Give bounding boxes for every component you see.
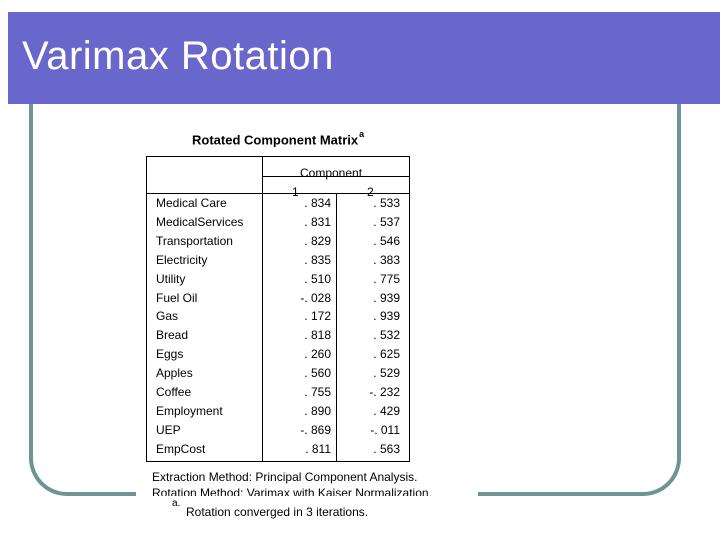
cell-component-1: . 510 <box>304 272 331 286</box>
matrix-title-marker: a <box>359 129 365 139</box>
row-label: Fuel Oil <box>156 291 198 305</box>
footnote-marker: a. <box>172 498 181 509</box>
cell-component-2: -. 232 <box>369 385 400 399</box>
row-label: Bread <box>156 328 189 342</box>
cell-component-1: . 260 <box>304 347 331 361</box>
cell-component-2: . 383 <box>373 253 400 267</box>
cell-component-1: . 831 <box>304 215 331 229</box>
cell-component-1: . 755 <box>304 385 331 399</box>
cell-component-2: . 533 <box>373 196 400 210</box>
column-header-1: 1 <box>292 185 299 199</box>
table-header-rule <box>262 176 410 177</box>
table-divider-label <box>262 156 263 462</box>
cell-component-2: . 563 <box>373 442 400 456</box>
cell-component-2: . 529 <box>373 366 400 380</box>
row-label: Employment <box>156 404 223 418</box>
frame-gap <box>136 486 478 502</box>
footnote-extraction: Extraction Method: Principal Component A… <box>152 470 418 484</box>
row-label: Gas <box>156 309 179 323</box>
table-divider-columns <box>336 193 337 462</box>
cell-component-2: -. 011 <box>370 423 400 437</box>
cell-component-1: . 829 <box>304 234 331 248</box>
row-label: MedicalServices <box>156 215 244 229</box>
matrix-title-text: Rotated Component Matrix <box>192 132 359 148</box>
slide-title-bar: Varimax Rotation <box>0 12 720 108</box>
footnote-rotation: Rotation Method: Varimax with Kaiser Nor… <box>152 486 432 496</box>
cell-component-2: . 532 <box>373 328 400 342</box>
cell-component-2: . 939 <box>373 309 400 323</box>
cell-component-2: . 625 <box>373 347 400 361</box>
cell-component-1: . 834 <box>304 196 331 210</box>
cell-component-1: . 835 <box>304 253 331 267</box>
row-label: Apples <box>156 366 193 380</box>
matrix-title: Rotated Component Matrixa <box>192 129 365 148</box>
row-label: Utility <box>156 272 186 286</box>
cell-component-2: . 775 <box>373 272 400 286</box>
cell-component-1: . 811 <box>305 442 331 456</box>
row-label: Medical Care <box>156 196 227 210</box>
cell-component-1: . 560 <box>304 366 331 380</box>
slide-title: Varimax Rotation <box>22 34 334 78</box>
column-header-2: 2 <box>367 185 374 199</box>
rotated-component-matrix-table <box>146 156 410 462</box>
row-label: Transportation <box>156 234 233 248</box>
row-label: EmpCost <box>156 442 206 456</box>
footnote-converged: Rotation converged in 3 iterations. <box>186 505 369 519</box>
cell-component-1: -. 028 <box>300 291 331 305</box>
cell-component-1: . 890 <box>304 404 331 418</box>
row-label: Electricity <box>156 253 208 267</box>
title-underline <box>0 104 636 108</box>
row-label: Coffee <box>156 385 192 399</box>
title-background <box>8 12 720 104</box>
cell-component-2: . 537 <box>373 215 400 229</box>
row-label: UEP <box>156 423 181 437</box>
cell-component-2: . 546 <box>373 234 400 248</box>
component-header: Component <box>300 166 363 180</box>
cell-component-1: -. 869 <box>300 423 331 437</box>
table-subheader-rule <box>146 193 410 194</box>
row-label: Eggs <box>156 347 184 361</box>
cell-component-1: . 172 <box>304 309 331 323</box>
cell-component-2: . 939 <box>373 291 400 305</box>
cell-component-2: . 429 <box>373 404 400 418</box>
cell-component-1: . 818 <box>304 328 331 342</box>
